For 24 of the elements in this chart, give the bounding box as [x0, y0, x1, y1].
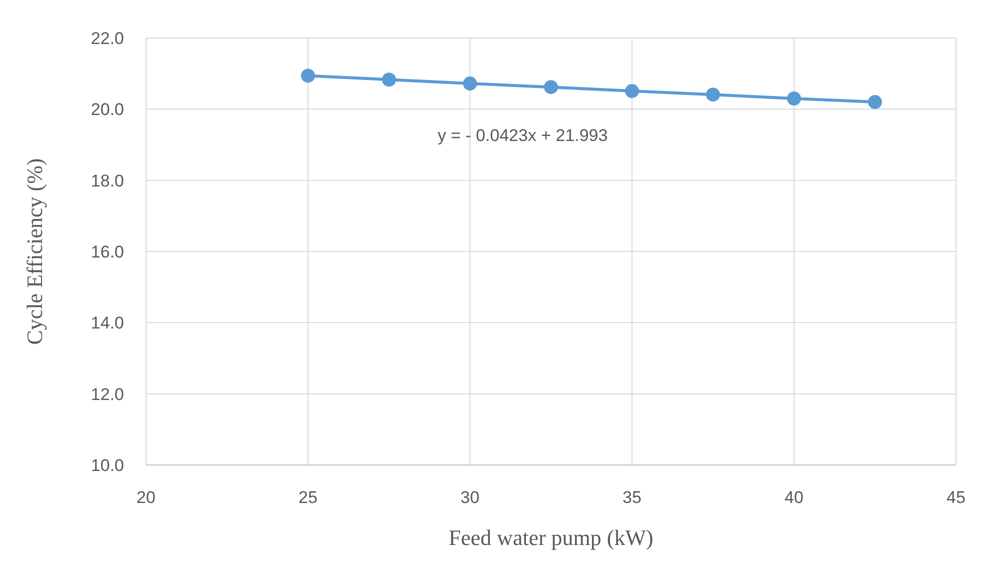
y-tick-label: 18.0	[90, 171, 124, 190]
point	[625, 84, 639, 98]
point	[706, 88, 720, 102]
point	[544, 80, 558, 94]
y-tick-label: 10.0	[90, 456, 124, 475]
x-axis-title: Feed water pump (kW)	[448, 525, 654, 550]
point	[787, 91, 801, 106]
y-tick-label: 12.0	[90, 384, 124, 404]
y-tick-label: 14.0	[90, 314, 124, 333]
x-tick-label: 35	[622, 488, 642, 507]
y-tick-label: 22.0	[90, 28, 124, 48]
x-tick-label: 20	[136, 488, 156, 507]
point	[463, 76, 477, 91]
annotation: y = - 0.0423x + 21.993	[438, 126, 608, 145]
x-tick-label: 45	[946, 488, 966, 507]
x-tick-label: 25	[298, 488, 318, 507]
x-tick-label: 40	[784, 488, 804, 507]
y-tick-label: 16.0	[90, 242, 124, 262]
point	[382, 72, 396, 87]
point	[301, 68, 315, 83]
y-tick-label: 20.0	[90, 100, 124, 120]
y-axis-title: Cycle Efficiency (%)	[22, 158, 47, 345]
point	[868, 95, 882, 110]
x-tick-label: 30	[460, 488, 480, 507]
